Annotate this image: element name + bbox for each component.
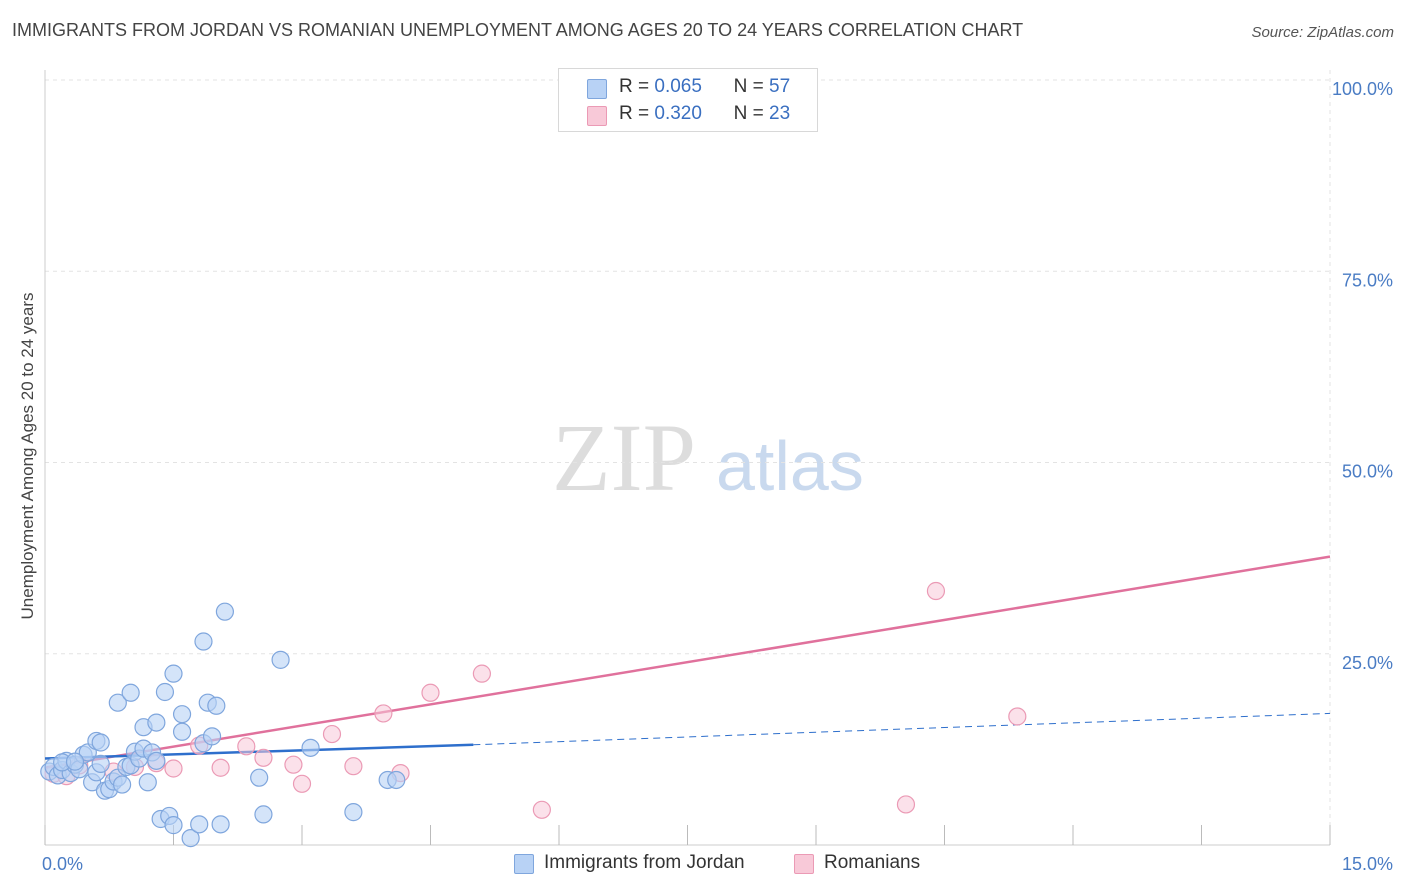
point-romanians [532, 800, 551, 819]
n-label: N = [733, 103, 764, 124]
point-romanians [164, 759, 183, 778]
x-tick-label-max: 15.0% [1342, 854, 1393, 874]
point-jordan [194, 632, 213, 651]
legend-swatch-romanians [587, 106, 607, 126]
legend-stats-jordan: R = 0.065 N = 57 [619, 76, 790, 98]
point-romanians [237, 737, 256, 756]
point-romanians [284, 755, 303, 774]
point-jordan [172, 705, 192, 724]
point-romanians [926, 581, 946, 601]
trend-line-romanians [44, 555, 1331, 769]
point-romanians [211, 758, 230, 777]
point-jordan [121, 683, 140, 702]
x-tick-label-min: 0.0% [42, 854, 83, 874]
point-jordan [344, 803, 363, 822]
point-jordan [155, 682, 175, 702]
point-jordan [91, 733, 110, 752]
trend-line-jordan-extension [473, 712, 1331, 746]
watermark-zip: ZIP [552, 404, 696, 511]
y-tick-label: 25.0% [1342, 653, 1393, 673]
point-jordan [164, 664, 183, 683]
point-romanians [292, 774, 312, 793]
legend-swatch-romanians [794, 854, 814, 874]
y-tick-label: 100.0% [1332, 79, 1393, 99]
point-jordan [207, 696, 226, 715]
legend-label-jordan: Immigrants from Jordan [544, 852, 745, 873]
n-label: N = [733, 76, 764, 97]
y-tick-labels: 25.0% 50.0% 75.0% 100.0% [1332, 79, 1393, 673]
point-romanians [254, 748, 273, 767]
trend-lines [44, 555, 1331, 769]
point-jordan [250, 768, 269, 787]
legend-stats-romanians: R = 0.320 N = 23 [619, 103, 790, 125]
point-romanians [472, 664, 491, 683]
legend-swatch-jordan [587, 79, 607, 99]
point-jordan [202, 727, 222, 746]
point-jordan [211, 815, 230, 834]
point-jordan [108, 693, 127, 712]
correlation-legend: R = 0.065 N = 57 R = 0.320 N = 23 [558, 68, 818, 132]
legend-swatch-jordan [514, 854, 534, 874]
point-jordan [387, 770, 406, 790]
point-romanians [322, 724, 342, 744]
point-jordan [91, 754, 110, 774]
point-romanians [421, 683, 440, 702]
point-romanians [896, 795, 916, 814]
point-jordan [147, 751, 166, 770]
x-tick-labels: 0.0% 15.0% [42, 854, 1393, 874]
series-legend: Immigrants from Jordan Romanians [0, 852, 1406, 878]
legend-label-romanians: Romanians [824, 852, 921, 873]
point-jordan [65, 752, 85, 771]
axes [44, 70, 1331, 846]
n-value-jordan: 57 [769, 76, 791, 97]
point-jordan [138, 773, 157, 792]
chart-source: Source: ZipAtlas.com [1251, 24, 1394, 41]
n-value-romanians: 23 [769, 103, 791, 124]
data-points [40, 581, 1027, 848]
r-value-romanians: 0.320 [654, 103, 702, 124]
chart-title: IMMIGRANTS FROM JORDAN VS ROMANIAN UNEMP… [12, 20, 1024, 40]
point-jordan [254, 805, 273, 824]
point-romanians [374, 704, 393, 723]
r-label: R = [619, 103, 650, 124]
r-label: R = [619, 76, 650, 97]
point-jordan [164, 816, 183, 835]
y-tick-label: 75.0% [1342, 270, 1393, 290]
point-jordan [190, 815, 209, 834]
point-jordan [147, 713, 166, 732]
r-value-jordan: 0.065 [654, 76, 702, 97]
point-jordan [215, 602, 234, 621]
point-jordan [301, 738, 320, 757]
point-jordan [271, 650, 290, 669]
y-tick-label: 50.0% [1342, 462, 1393, 482]
point-romanians [1008, 707, 1027, 726]
point-jordan [172, 722, 192, 741]
watermark-atlas: atlas [716, 427, 864, 505]
point-romanians [344, 757, 363, 776]
point-jordan [112, 775, 132, 794]
point-jordan [181, 829, 200, 848]
